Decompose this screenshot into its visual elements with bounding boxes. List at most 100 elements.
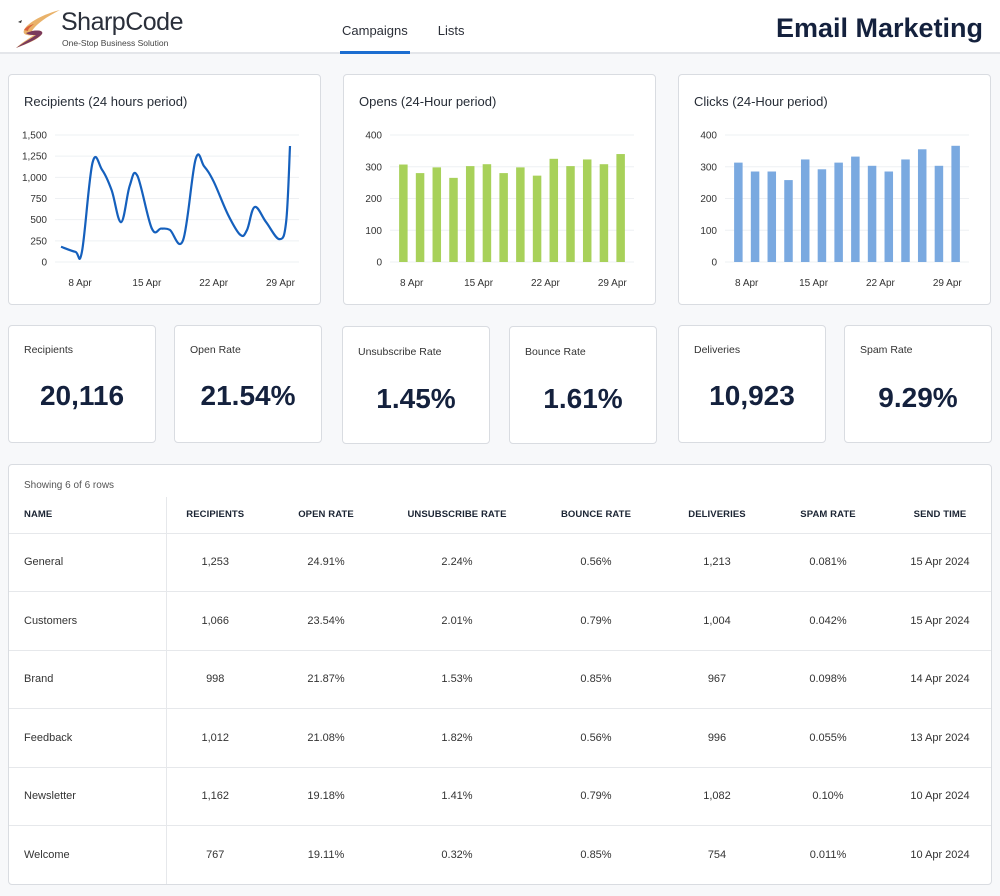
cell-open-rate: 19.11% [307, 849, 345, 861]
y-tick-label: 200 [365, 194, 382, 205]
y-tick-label: 100 [700, 226, 717, 237]
cell-spam-rate: 0.042% [768, 591, 888, 651]
cell-name: Brand [9, 650, 167, 709]
cell-recipients: 998 [166, 650, 264, 709]
row-count-label: Showing 6 of 6 rows [24, 480, 115, 491]
cell-unsubscribe-rate: 2.24% [388, 533, 526, 592]
cell-unsubscribe-rate: 1.82% [388, 708, 526, 768]
tab-lists[interactable]: Lists [437, 23, 465, 38]
bar [566, 166, 575, 262]
bar [851, 156, 860, 262]
kpi-value: 21.54% [200, 380, 296, 411]
cell-send-time: 10 Apr 2024 [888, 767, 991, 826]
logo-swoosh-icon [16, 10, 60, 48]
column-header-recipients[interactable]: RECIPIENTS [166, 497, 264, 534]
recipients-chart-card: Recipients (24 hours period) 0 250 500 750 1… [8, 74, 321, 305]
kpi-label: Unsubscribe Rate [358, 346, 442, 358]
bar [549, 158, 559, 262]
kpi-value: 9.29% [878, 382, 958, 413]
bar [917, 149, 927, 262]
cell-unsubscribe-rate: 0.32% [441, 849, 473, 861]
table-row[interactable]: Welcome 767 19.11% 0.32% 0.85% 754 0.011% 10 Ap… [9, 825, 991, 884]
cell-name: Feedback [9, 708, 167, 768]
cell-open-rate: 21.87% [264, 650, 388, 709]
kpi-value: 20,116 [39, 380, 125, 411]
kpi-card-deliveries: Deliveries 10,923 [678, 325, 826, 443]
y-tick-label: 300 [700, 162, 717, 173]
table-row[interactable]: Newsletter 1,162 19.18% 1.41% 0.79% 1,082 0.10… [9, 767, 991, 826]
cell-recipients: 1,162 [166, 767, 264, 826]
cell-bounce-rate: 0.79% [526, 591, 666, 651]
recipients-line-chart: 0 250 500 750 1,000 1,250 1,500 8 Apr 15 Apr 22 A… [22, 131, 299, 289]
kpi-value: 10,923 [709, 380, 795, 411]
bar [399, 164, 408, 262]
bar [582, 159, 592, 262]
x-tick-label: 8 Apr [735, 278, 759, 289]
campaigns-table-card: Showing 6 of 6 rows NAME RECIPIENTS OPEN… [8, 464, 992, 885]
bar [599, 164, 609, 262]
bar [767, 171, 777, 262]
cell-open-rate: 23.54% [264, 591, 388, 651]
cell-deliveries: 1,082 [666, 767, 768, 826]
cell-spam-rate: 0.081% [768, 533, 888, 592]
main-tabs: Campaigns Lists [340, 0, 493, 54]
y-tick-label: 0 [376, 258, 382, 269]
cell-send-time: 10 Apr 2024 [910, 849, 970, 861]
table-row[interactable]: Feedback 1,012 21.08% 1.82% 0.56% 996 0.055% 13… [9, 708, 991, 768]
bar [415, 173, 425, 262]
column-header-send-time[interactable]: SEND TIME [888, 497, 991, 534]
column-header-spam-rate[interactable]: SPAM RATE [768, 497, 888, 534]
bar [734, 162, 743, 262]
table-row[interactable]: General 1,253 24.91% 2.24% 0.56% 1,213 0.081% 1… [9, 533, 991, 592]
column-header-open-rate[interactable]: OPEN RATE [264, 497, 388, 534]
cell-deliveries: 754 [707, 849, 727, 861]
x-tick-label: 29 Apr [598, 278, 628, 289]
cell-name: General [9, 533, 167, 592]
clicks-chart-card: Clicks (24-Hour period) 0 100 200 300 400 8 A… [678, 74, 991, 305]
y-tick-label: 0 [711, 258, 717, 269]
cell-open-rate: 21.08% [264, 708, 388, 768]
chart-title: Clicks (24-Hour period) [694, 94, 828, 109]
cell-open-rate: 19.18% [264, 767, 388, 826]
bar [901, 159, 910, 262]
x-tick-label: 15 Apr [132, 278, 162, 289]
bar [817, 169, 827, 262]
bar [834, 162, 843, 262]
y-tick-label: 500 [30, 215, 47, 226]
cell-spam-rate: 0.011% [809, 849, 847, 861]
kpi-value: 1.61% [543, 383, 623, 414]
x-tick-label: 15 Apr [799, 278, 829, 289]
x-tick-label: 22 Apr [866, 278, 896, 289]
table-row[interactable]: Customers 1,066 23.54% 2.01% 0.79% 1,004 0.042… [9, 591, 991, 651]
column-header-name[interactable]: NAME [9, 497, 167, 534]
x-tick-label: 22 Apr [199, 278, 229, 289]
kpi-card-recipients: Recipients 20,116 [8, 325, 156, 443]
cell-spam-rate: 0.10% [768, 767, 888, 826]
bar [516, 167, 525, 262]
y-tick-label: 300 [365, 162, 382, 173]
x-tick-label: 29 Apr [266, 278, 296, 289]
cell-name: Customers [9, 591, 167, 651]
column-header-deliveries[interactable]: DELIVERIES [666, 497, 768, 534]
kpi-label: Recipients [24, 344, 74, 356]
campaigns-table: NAME RECIPIENTS OPEN RATE UNSUBSCRIBE RA… [9, 497, 991, 884]
y-tick-label: 400 [700, 131, 717, 142]
kpi-label: Open Rate [190, 344, 241, 356]
cell-bounce-rate: 0.85% [580, 849, 612, 861]
table-row[interactable]: Brand 998 21.87% 1.53% 0.85% 967 0.098% 14 Apr … [9, 650, 991, 709]
table-body: General 1,253 24.91% 2.24% 0.56% 1,213 0.081% 1… [9, 533, 991, 884]
x-tick-label: 8 Apr [400, 278, 424, 289]
y-tick-label: 750 [30, 194, 47, 205]
column-header-bounce-rate[interactable]: BOUNCE RATE [526, 497, 666, 534]
cell-unsubscribe-rate: 2.01% [388, 591, 526, 651]
cell-recipients: 767 [206, 849, 225, 861]
y-tick-label: 1,500 [22, 131, 47, 142]
brand-logo[interactable]: SharpCode One-Stop Business Solution [14, 6, 184, 50]
y-tick-label: 0 [41, 258, 47, 269]
bar [499, 173, 508, 262]
column-header-unsubscribe-rate[interactable]: UNSUBSCRIBE RATE [388, 497, 526, 534]
cell-unsubscribe-rate: 1.41% [388, 767, 526, 826]
tab-campaigns[interactable]: Campaigns [340, 0, 410, 54]
cell-recipients: 1,253 [166, 533, 264, 592]
bar [616, 154, 625, 262]
